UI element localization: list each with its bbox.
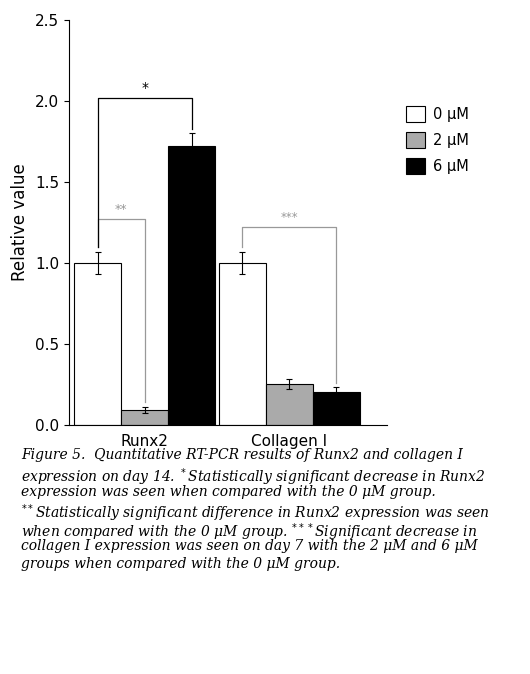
Bar — [219, 263, 266, 425]
Text: when compared with the 0 μM group. $^{***}$Significant decrease in: when compared with the 0 μM group. $^{**… — [21, 521, 478, 543]
Text: *: * — [142, 81, 148, 94]
Legend: 0 μM, 2 μM, 6 μM: 0 μM, 2 μM, 6 μM — [401, 100, 474, 180]
Text: **: ** — [115, 203, 128, 216]
Text: $^{**}$Statistically significant difference in Runx2 expression was seen: $^{**}$Statistically significant differe… — [21, 503, 490, 524]
Bar — [169, 146, 215, 425]
Text: expression on day 14. $^*$Statistically significant decrease in Runx2: expression on day 14. $^*$Statistically … — [21, 466, 486, 488]
Bar — [74, 263, 121, 425]
Text: expression was seen when compared with the 0 μM group.: expression was seen when compared with t… — [21, 485, 436, 499]
Text: ***: *** — [280, 211, 298, 224]
Bar — [266, 384, 313, 425]
Bar — [121, 410, 169, 425]
Text: collagen I expression was seen on day 7 with the 2 μM and 6 μM: collagen I expression was seen on day 7 … — [21, 539, 478, 553]
Text: groups when compared with the 0 μM group.: groups when compared with the 0 μM group… — [21, 557, 340, 572]
Y-axis label: Relative value: Relative value — [12, 164, 30, 281]
Bar — [313, 392, 360, 425]
Text: Figure 5.  Quantitative RT-PCR results of Runx2 and collagen I: Figure 5. Quantitative RT-PCR results of… — [21, 448, 463, 462]
